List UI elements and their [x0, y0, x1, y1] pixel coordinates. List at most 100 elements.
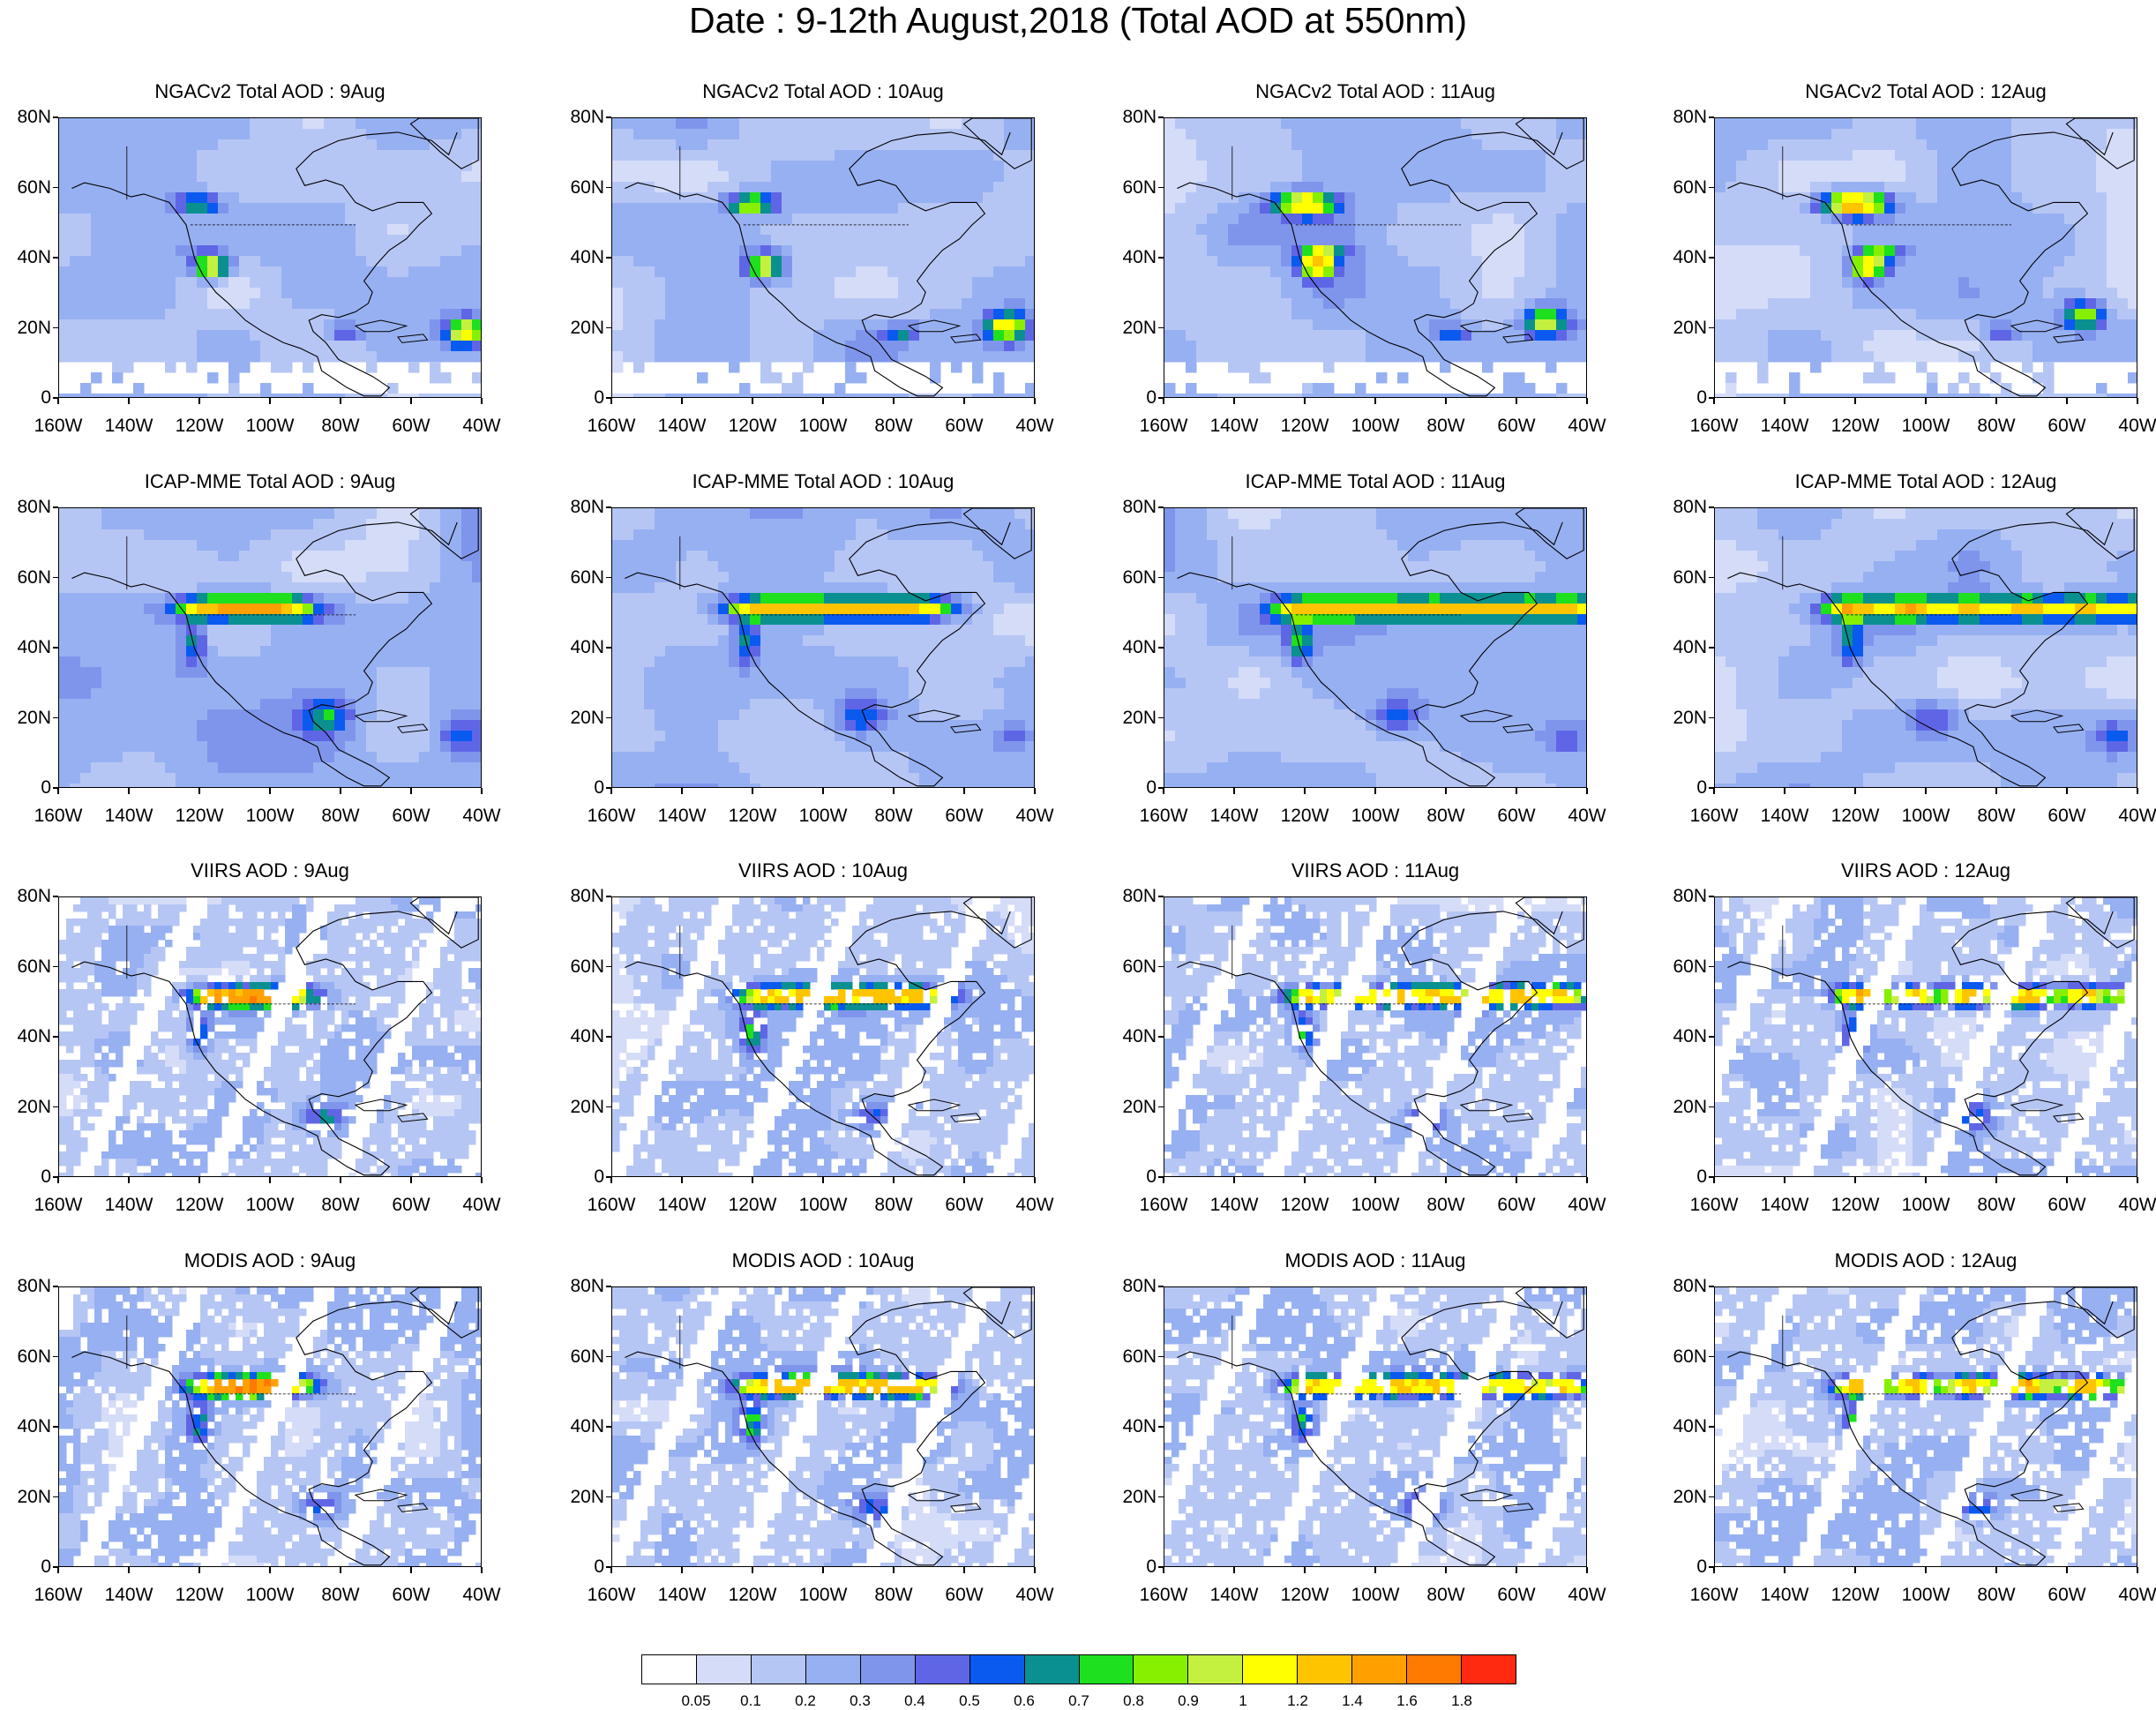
aod-map-ngac-3	[1714, 117, 2137, 398]
x-tick-mark	[481, 398, 483, 404]
x-tick-label: 160W	[1674, 1585, 1754, 1606]
colorbar-swatch	[1243, 1655, 1299, 1684]
x-tick-mark	[128, 398, 130, 404]
y-tick-mark	[1709, 647, 1714, 649]
x-tick-mark	[1034, 1567, 1036, 1573]
x-tick-label: 120W	[713, 416, 792, 437]
x-tick-label: 120W	[713, 1195, 792, 1216]
x-tick-mark	[1925, 1177, 1927, 1183]
colorbar-label: 1.6	[1385, 1692, 1429, 1710]
x-tick-label: 160W	[572, 1585, 651, 1606]
x-tick-label: 60W	[371, 416, 451, 437]
x-tick-label: 80W	[301, 1585, 380, 1606]
x-tick-label: 80W	[1957, 416, 2036, 437]
colorbar-swatch	[696, 1655, 752, 1684]
x-tick-mark	[1304, 1567, 1306, 1573]
x-tick-mark	[1713, 1567, 1715, 1573]
colorbar-swatch	[1079, 1655, 1134, 1684]
x-tick-label: 160W	[1124, 1195, 1203, 1216]
y-tick-label: 0	[1104, 1556, 1157, 1578]
y-tick-mark	[606, 397, 611, 399]
colorbar-label: 0.3	[838, 1692, 882, 1710]
x-tick-mark	[1995, 1567, 1997, 1573]
x-tick-mark	[1374, 1177, 1376, 1183]
x-tick-label: 120W	[1815, 1195, 1895, 1216]
colorbar-swatch	[969, 1655, 1025, 1684]
aod-map-viirs-3	[1714, 896, 2137, 1177]
x-tick-label: 40W	[995, 806, 1074, 827]
y-tick-label: 40N	[551, 637, 604, 658]
colorbar-swatch	[642, 1655, 697, 1684]
y-tick-mark	[606, 1036, 611, 1038]
y-tick-mark	[1709, 1426, 1714, 1428]
x-tick-label: 140W	[89, 1195, 168, 1216]
x-tick-label: 160W	[19, 806, 98, 827]
x-tick-mark	[198, 1177, 200, 1183]
x-tick-label: 60W	[2027, 416, 2107, 437]
y-tick-mark	[53, 576, 58, 579]
y-tick-label: 40N	[551, 1026, 604, 1047]
panel-title: VIIRS AOD : 10Aug	[576, 859, 1070, 882]
y-tick-mark	[53, 647, 58, 649]
panel-title: NGACv2 Total AOD : 10Aug	[576, 80, 1070, 103]
colorbar-label: 1	[1221, 1692, 1265, 1710]
y-tick-mark	[1709, 397, 1714, 399]
y-tick-label: 80N	[1654, 107, 1707, 128]
y-tick-label: 0	[1654, 1556, 1707, 1578]
y-tick-label: 20N	[1104, 1097, 1157, 1118]
x-tick-mark	[1854, 788, 1856, 794]
colorbar-swatch	[860, 1655, 916, 1684]
panel-title: VIIRS AOD : 12Aug	[1679, 859, 2156, 882]
x-tick-mark	[1784, 788, 1785, 794]
y-tick-label: 60N	[551, 177, 604, 199]
x-tick-label: 80W	[854, 1195, 933, 1216]
aod-field	[59, 508, 481, 787]
y-tick-mark	[1709, 506, 1714, 508]
y-tick-mark	[1158, 1106, 1164, 1108]
aod-field	[1715, 897, 2137, 1176]
y-tick-label: 20N	[0, 1097, 51, 1118]
y-tick-mark	[606, 1426, 611, 1428]
panel-title: NGACv2 Total AOD : 9Aug	[23, 80, 517, 103]
x-tick-mark	[1445, 1177, 1447, 1183]
y-tick-mark	[1709, 1566, 1714, 1568]
x-tick-label: 40W	[995, 416, 1074, 437]
y-tick-mark	[1158, 647, 1164, 649]
x-tick-label: 100W	[783, 1585, 863, 1606]
y-tick-label: 80N	[1654, 497, 1707, 518]
x-tick-label: 160W	[1674, 806, 1754, 827]
x-tick-mark	[1784, 1177, 1785, 1183]
y-tick-mark	[1709, 1036, 1714, 1038]
y-tick-mark	[606, 576, 611, 579]
y-tick-label: 60N	[1104, 567, 1157, 589]
panel-title: MODIS AOD : 10Aug	[576, 1249, 1070, 1272]
y-tick-mark	[1709, 1355, 1714, 1358]
y-tick-mark	[1158, 1355, 1164, 1358]
x-tick-mark	[893, 398, 895, 404]
x-tick-mark	[2066, 398, 2068, 404]
y-tick-label: 40N	[551, 1416, 604, 1437]
x-tick-label: 120W	[160, 416, 239, 437]
y-tick-mark	[1158, 1426, 1164, 1428]
x-tick-mark	[128, 1177, 130, 1183]
x-tick-mark	[340, 788, 341, 794]
y-tick-mark	[53, 397, 58, 399]
x-tick-label: 40W	[442, 1195, 521, 1216]
colorbar-label: 1.2	[1276, 1692, 1320, 1710]
y-tick-mark	[1158, 116, 1164, 118]
x-tick-mark	[1713, 1177, 1715, 1183]
x-tick-label: 40W	[995, 1195, 1074, 1216]
y-tick-label: 40N	[0, 1026, 51, 1047]
x-tick-label: 160W	[19, 1585, 98, 1606]
y-tick-label: 20N	[1104, 1487, 1157, 1508]
aod-map-ngac-0	[58, 117, 482, 398]
y-tick-label: 40N	[1104, 1026, 1157, 1047]
y-tick-mark	[606, 1566, 611, 1568]
y-tick-label: 40N	[0, 1416, 51, 1437]
panel-title: MODIS AOD : 12Aug	[1679, 1249, 2156, 1272]
aod-field	[612, 118, 1034, 397]
x-tick-mark	[2137, 1567, 2138, 1573]
x-tick-label: 120W	[1265, 1585, 1344, 1606]
x-tick-mark	[1304, 398, 1306, 404]
x-tick-label: 100W	[1886, 416, 1965, 437]
